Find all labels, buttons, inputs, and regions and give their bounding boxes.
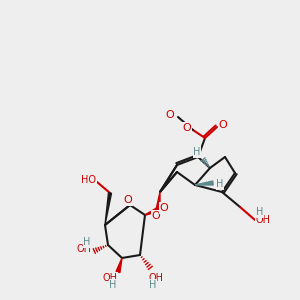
Text: H: H (256, 207, 264, 217)
Polygon shape (145, 208, 158, 215)
Text: O: O (219, 120, 227, 130)
Polygon shape (156, 192, 160, 210)
Text: O: O (152, 211, 160, 221)
Polygon shape (195, 181, 213, 185)
Text: O: O (124, 195, 132, 205)
Polygon shape (105, 193, 112, 225)
Text: OH: OH (148, 273, 164, 283)
Text: H: H (109, 280, 117, 290)
Text: OH: OH (76, 244, 92, 254)
Polygon shape (116, 258, 122, 272)
Text: O: O (183, 123, 191, 133)
Text: HO: HO (82, 175, 97, 185)
Text: H: H (216, 179, 224, 189)
Text: H: H (83, 237, 91, 247)
Text: O: O (160, 203, 168, 213)
Text: O: O (166, 110, 174, 120)
Text: H: H (193, 147, 201, 157)
Text: H: H (149, 280, 157, 290)
Text: OH: OH (256, 215, 271, 225)
Text: OH: OH (103, 273, 118, 283)
